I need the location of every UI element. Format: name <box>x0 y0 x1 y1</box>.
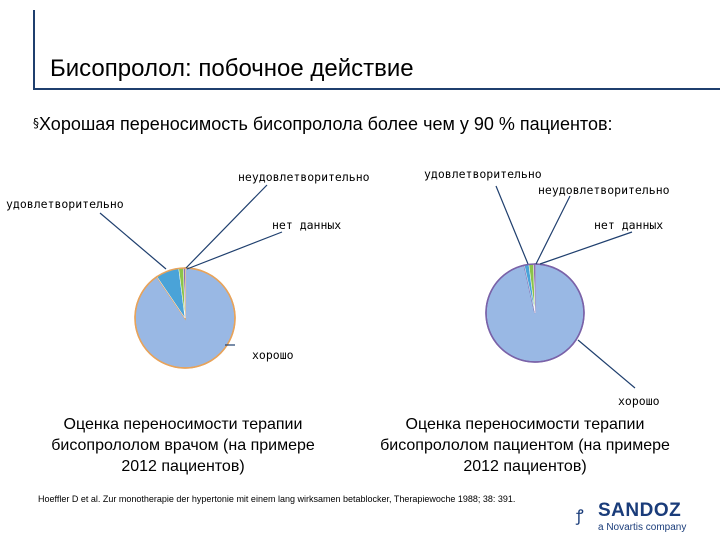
logo-subtitle: a Novartis company <box>598 522 687 533</box>
leader-line-good-2 <box>577 339 636 389</box>
label-nodata-2: нет данных <box>594 218 663 232</box>
pie-outline <box>485 263 585 363</box>
title-divider <box>33 88 720 90</box>
pie-outline <box>134 267 236 369</box>
leader-line-nodata-2 <box>539 231 633 265</box>
label-good-1: хорошо <box>252 348 294 362</box>
sandoz-logo: ꝭ SANDOZ a Novartis company <box>574 500 694 534</box>
leader-line-unsatisfactory-2 <box>535 195 571 265</box>
label-good-2: хорошо <box>618 394 660 408</box>
leader-line-satisfactory-2 <box>495 185 529 265</box>
leader-line-nodata-1 <box>186 231 283 270</box>
sandoz-logo-icon: ꝭ <box>576 506 584 525</box>
caption-physician: Оценка переносимости терапии бисопрололо… <box>51 416 315 475</box>
pie-chart-physician <box>134 267 236 369</box>
label-satisfactory-1: удовлетворительно <box>6 197 124 211</box>
bullet-icon: § <box>33 116 39 130</box>
footnote-reference: Hoeffler D et al. Zur monotherapie der h… <box>38 494 516 504</box>
label-unsatisfactory-2: неудовлетворительно <box>538 183 670 197</box>
title-accent-line <box>33 10 35 90</box>
page-title: Бисопролол: побочное действие <box>50 55 414 82</box>
leader-line-satisfactory-1 <box>99 212 167 270</box>
bullet-text: Хорошая переносимость бисопролола более … <box>39 114 613 134</box>
pie-chart-patient <box>485 263 585 363</box>
leader-line-unsatisfactory-1 <box>185 184 268 269</box>
label-unsatisfactory-1: неудовлетворительно <box>238 170 370 184</box>
label-satisfactory-2: удовлетворительно <box>424 167 542 181</box>
bullet-point: §Хорошая переносимость бисопролола более… <box>33 112 633 135</box>
caption-patient: Оценка переносимости терапии бисопрололо… <box>380 416 670 475</box>
logo-name: SANDOZ <box>598 500 682 521</box>
label-nodata-1: нет данных <box>272 218 341 232</box>
